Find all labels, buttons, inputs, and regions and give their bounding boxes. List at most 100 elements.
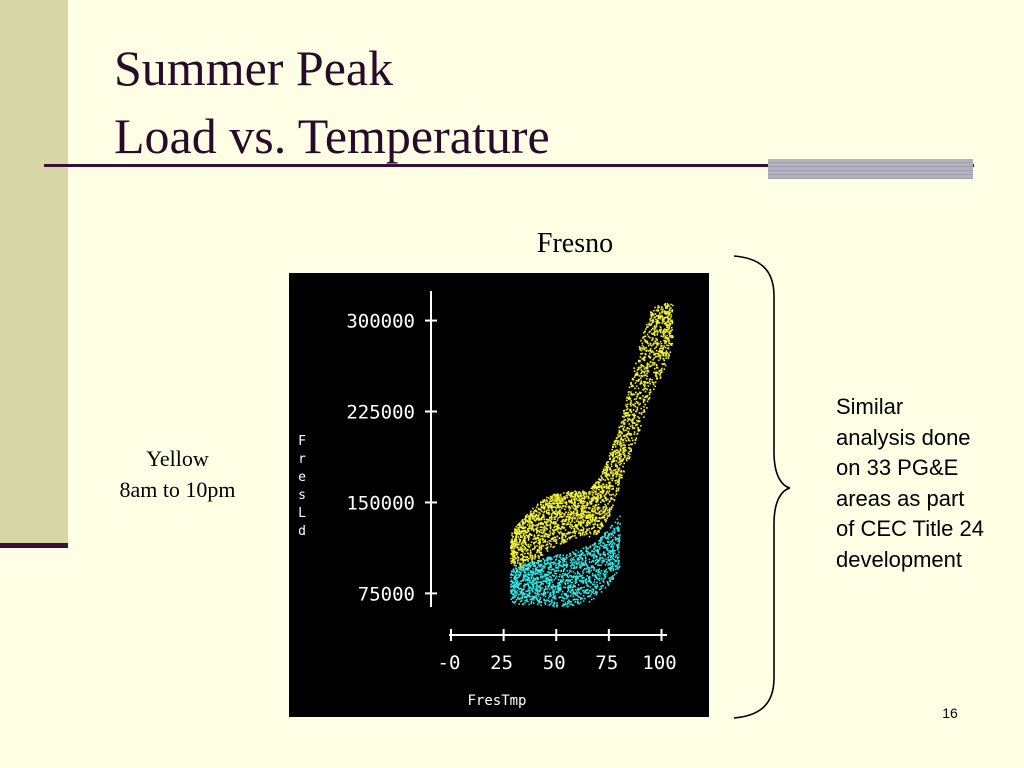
scatter-point [582,562,584,564]
scatter-point [643,388,645,390]
scatter-point [534,546,536,549]
scatter-point [559,556,562,559]
scatter-point [648,380,651,383]
scatter-point [519,532,522,535]
scatter-point [653,325,656,328]
scatter-point [660,369,663,372]
scatter-point [534,597,536,599]
scatter-point [598,571,601,573]
scatter-point [538,546,541,548]
scatter-point [611,488,613,490]
scatter-point [513,558,515,561]
scatter-point [612,443,615,446]
scatter-point [601,487,603,490]
scatter-point [536,530,538,533]
scatter-point [668,338,670,340]
scatter-point [565,523,568,526]
scatter-point [534,510,536,512]
scatter-point [667,317,669,319]
scatter-point [631,443,633,445]
scatter-point [621,415,624,418]
scatter-point [510,580,512,583]
scatter-point [602,483,605,486]
scatter-point [608,550,611,552]
scatter-point [659,312,661,315]
scatter-point [520,549,522,551]
scatter-point [540,593,543,595]
scatter-point [599,588,602,590]
scatter-point [667,337,670,339]
scatter-point [570,591,572,594]
scatter-point [654,356,657,358]
scatter-point [535,589,538,591]
scatter-point [553,561,556,563]
scatter-point [540,583,543,585]
scatter-point [546,504,549,506]
scatter-point [608,490,611,492]
scatter-point [596,494,599,496]
scatter-point [551,495,554,498]
scatter-point [612,485,614,488]
scatter-point [548,513,550,515]
scatter-point [598,511,601,513]
scatter-point [571,500,573,503]
scatter-point [597,495,599,497]
scatter-point [637,387,640,390]
scatter-point [596,493,598,495]
scatter-point [579,521,582,523]
scatter-point [580,513,582,516]
scatter-point [612,542,615,544]
scatter-point [570,584,572,586]
scatter-point [532,568,534,570]
scatter-point [600,525,603,528]
scatter-point [649,320,652,322]
scatter-point [513,577,515,580]
scatter-point [643,348,646,351]
scatter-point [528,546,531,548]
scatter-point [522,534,525,537]
scatter-point [577,495,580,497]
scatter-point [532,524,535,527]
scatter-point [661,317,664,319]
scatter-point [605,491,608,494]
scatter-point [650,311,652,314]
x-tick-label: -0 [438,652,461,674]
scatter-point [637,430,640,432]
scatter-point [545,573,548,575]
scatter-point [578,514,581,516]
scatter-point [616,449,619,452]
scatter-point [579,523,582,525]
scatter-point [606,544,608,546]
scatter-point [524,596,526,599]
scatter-point [585,524,587,527]
scatter-point [513,564,516,566]
scatter-point [622,459,624,461]
scatter-point [547,577,550,580]
scatter-point [575,526,577,529]
scatter-point [555,525,558,528]
scatter-point [548,604,550,606]
scatter-point [667,321,669,323]
scatter-point [615,482,617,484]
scatter-point [612,578,614,580]
scatter-point [659,317,661,319]
scatter-point [657,310,659,312]
scatter-point [592,499,595,502]
scatter-point [599,557,601,559]
scatter-point [556,495,558,497]
scatter-point [586,524,589,527]
scatter-point [668,313,671,316]
scatter-point [614,472,617,474]
scatter-point [534,578,536,581]
scatter-point [542,501,545,503]
scatter-point [585,550,587,553]
scatter-point [537,561,540,564]
scatter-point [655,371,658,373]
scatter-point [639,360,641,362]
scatter-point [639,383,642,385]
scatter-point [575,549,577,552]
scatter-point [600,475,602,477]
scatter-point [635,373,637,375]
scatter-point [612,575,614,577]
scatter-point [619,463,621,466]
